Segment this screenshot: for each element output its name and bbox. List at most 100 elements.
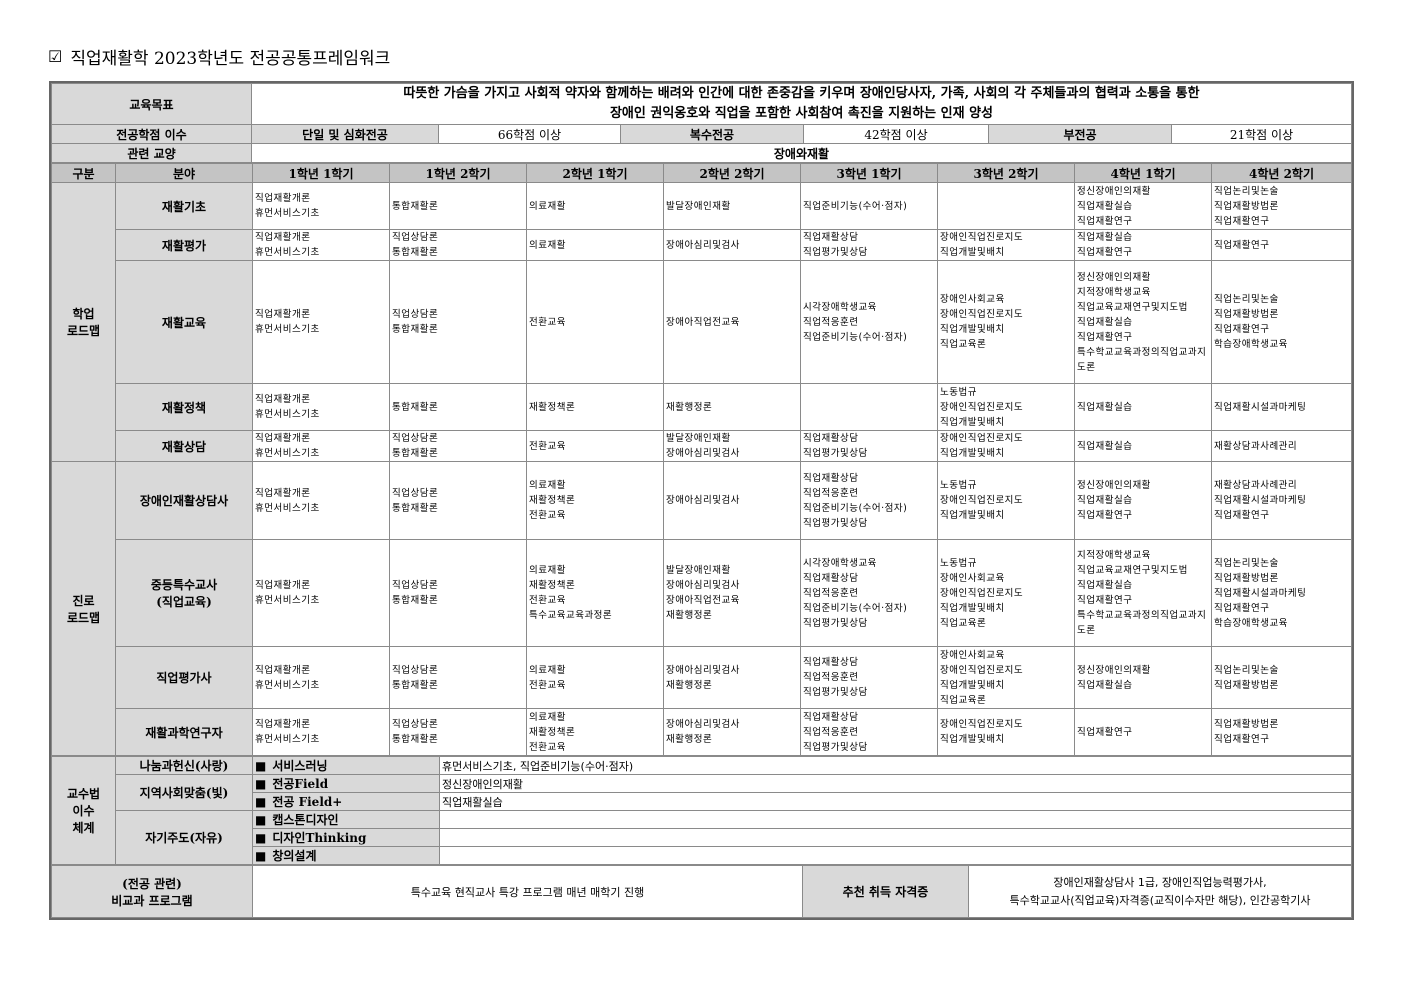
course-cell: 재활행정론 (663, 383, 801, 431)
bullet-square-icon: ■ (255, 849, 267, 863)
teaching-item-name: 디자인Thinking (272, 831, 367, 845)
cert-label: 추천 취득 자격증 (802, 865, 969, 918)
roadmap-row: 재활과학연구자 직업재활개론 휴먼서비스기초 직업상담론 통합재활론 의료재활 재활정… (52, 708, 1352, 756)
roadmap-table: 구분 분야 1학년 1학기 1학년 2학기 2학년 1학기 2학년 2학기 3학년 1학기 3… (51, 163, 1352, 756)
column-header: 1학년 1학기 (252, 163, 390, 183)
credit-value: 21학점 이상 (1171, 124, 1352, 144)
teaching-category: 나눔과헌신(사랑) (115, 756, 253, 775)
field-label: 재활교육 (115, 260, 253, 384)
teaching-item: ■ 서비스러닝 (252, 756, 440, 775)
course-cell: 장애아심리및검사 (663, 461, 801, 540)
course-cell: 직업재활개론 휴먼서비스기초 (252, 229, 390, 261)
course-cell: 직업재활개론 휴먼서비스기초 (252, 182, 390, 230)
course-cell: 재활상담과사례관리 (1211, 430, 1352, 462)
teaching-row: 지역사회맞춤(빛) ■ 전공Field 정신장애인의재활 (52, 774, 1352, 811)
teaching-item: ■ 디자인Thinking (252, 828, 440, 847)
course-cell: 직업재활시설과마케팅 (1211, 383, 1352, 431)
field-label: 직업평가사 (115, 646, 253, 709)
course-cell: 직업재활연구 (1211, 229, 1352, 261)
teaching-category: 자기주도(자유) (115, 810, 253, 865)
teaching-item-name: 전공Field (272, 777, 329, 791)
teaching-item: ■ 전공Field (252, 774, 440, 793)
course-cell: 의료재활 (526, 182, 664, 230)
course-cell: 재활정책론 (526, 383, 664, 431)
header-table: 교육목표 따뜻한 가슴을 가지고 사회적 약자와 함께하는 배려와 인간에 대한… (51, 83, 1352, 163)
course-cell: 장애인사회교육 장애인직업진로지도 직업개발및배치 직업교육론 (937, 260, 1075, 384)
bullet-square-icon: ■ (255, 777, 267, 791)
course-cell: 노동법규 장애인직업진로지도 직업개발및배치 (937, 383, 1075, 431)
teaching-item-name: 서비스러닝 (272, 759, 328, 773)
teaching-item: ■ 전공 Field+ (252, 792, 440, 811)
field-label: 재활과학연구자 (115, 708, 253, 756)
course-cell: 장애인직업진로지도 직업개발및배치 (937, 430, 1075, 462)
course-cell: 직업상담론 통합재활론 (389, 646, 527, 709)
course-cell: 의료재활 재활정책론 전환교육 (526, 461, 664, 540)
course-cell: 정신장애인의재활 직업재활실습 직업재활연구 (1074, 461, 1212, 540)
course-cell: 지적장애학생교육 직업교육교재연구및지도법 직업재활실습 직업재활연구 특수학교… (1074, 539, 1212, 647)
course-cell: 직업재활상담 직업적응훈련 직업준비기능(수어·점자) 직업평가및상담 (800, 461, 938, 540)
course-cell: 시각장애학생교육 직업재활상담 직업적응훈련 직업준비기능(수어·점자) 직업평… (800, 539, 938, 647)
framework-table: 교육목표 따뜻한 가슴을 가지고 사회적 약자와 함께하는 배려와 인간에 대한… (49, 81, 1354, 920)
course-cell: 의료재활 전환교육 (526, 646, 664, 709)
teaching-item-value: 휴먼서비스기초, 직업준비기능(수어·점자) (439, 756, 1352, 775)
column-header: 3학년 2학기 (937, 163, 1075, 183)
teaching-row: 자기주도(자유) ■ 캡스톤디자인 (52, 810, 1352, 865)
teaching-row: 교수법 이수 체계 나눔과헌신(사랑) ■ 서비스러닝 휴먼서비스기초, 직업준비기능(… (51, 756, 1352, 865)
roadmap-row: 직업평가사 직업재활개론 휴먼서비스기초 직업상담론 통합재활론 의료재활 전환교육 장… (52, 646, 1352, 709)
course-cell: 장애아심리및검사 재활행정론 (663, 646, 801, 709)
teaching-category: 지역사회맞춤(빛) (115, 774, 253, 811)
course-cell: 직업재활개론 휴먼서비스기초 (252, 646, 390, 709)
course-cell: 직업상담론 통합재활론 (389, 539, 527, 647)
course-cell: 정신장애인의재활 직업재활실습 직업재활연구 (1074, 182, 1212, 230)
course-cell: 직업재활실습 (1074, 430, 1212, 462)
bullet-square-icon: ■ (255, 759, 267, 773)
teaching-row: ■ 전공 Field+ 직업재활실습 (52, 792, 1352, 811)
teaching-item: ■ 창의설계 (252, 846, 440, 865)
course-cell: 직업재활개론 휴먼서비스기초 (252, 539, 390, 647)
course-cell: 직업상담론 통합재활론 (389, 461, 527, 540)
page-title-text: 직업재활학 2023학년도 전공공통프레임워크 (70, 49, 391, 69)
teaching-item-value (439, 828, 1352, 847)
course-cell: 직업재활개론 휴먼서비스기초 (252, 708, 390, 756)
field-label: 중등특수교사 (직업교육) (115, 539, 253, 647)
course-cell: 발달장애인재활 장애아심리및검사 장애아직업전교육 재활행정론 (663, 539, 801, 647)
teaching-row: ■ 창의설계 (52, 846, 1352, 865)
course-cell: 직업재활실습 (1074, 383, 1212, 431)
course-cell: 장애아심리및검사 (663, 229, 801, 261)
course-cell: 전환교육 (526, 260, 664, 384)
credit-type: 복수전공 (620, 124, 804, 144)
course-cell: 발달장애인재활 (663, 182, 801, 230)
course-cell: 의료재활 재활정책론 전환교육 특수교육교육과정론 (526, 539, 664, 647)
roadmap-row: 재활상담 직업재활개론 휴먼서비스기초 직업상담론 통합재활론 전환교육 발달장애인재활… (52, 430, 1352, 462)
bullet-square-icon: ■ (255, 813, 267, 827)
teaching-label: 교수법 이수 체계 (51, 756, 116, 865)
teaching-item-value (439, 810, 1352, 829)
course-cell: 의료재활 (526, 229, 664, 261)
course-cell: 직업논리및논술 직업재활방법론 직업재활연구 학습장애학생교육 (1211, 260, 1352, 384)
extra-label: (전공 관련) 비교과 프로그램 (51, 865, 253, 918)
column-header: 4학년 2학기 (1211, 163, 1352, 183)
course-cell: 직업재활개론 휴먼서비스기초 (252, 461, 390, 540)
teaching-item-value: 직업재활실습 (439, 792, 1352, 811)
roadmap-row: 중등특수교사 (직업교육) 직업재활개론 휴먼서비스기초 직업상담론 통합재활론 의료… (52, 539, 1352, 647)
course-cell: 직업재활개론 휴먼서비스기초 (252, 260, 390, 384)
course-cell: 직업재활상담 직업적응훈련 직업평가및상담 (800, 708, 938, 756)
goal-text: 따뜻한 가슴을 가지고 사회적 약자와 함께하는 배려와 인간에 대한 존중감을… (251, 83, 1352, 125)
course-cell: 전환교육 (526, 430, 664, 462)
course-cell: 직업재활방법론 직업재활연구 (1211, 708, 1352, 756)
field-label: 장애인재활상담사 (115, 461, 253, 540)
goal-label: 교육목표 (51, 83, 252, 125)
credit-type: 부전공 (988, 124, 1172, 144)
column-header: 구분 (51, 163, 116, 183)
liberal-label: 관련 교양 (51, 143, 252, 163)
group-label: 학업 로드맵 (51, 182, 116, 462)
teaching-item-value (439, 846, 1352, 865)
course-cell: 직업재활개론 휴먼서비스기초 (252, 430, 390, 462)
roadmap-row: 학업 로드맵 재활기초 직업재활개론 휴먼서비스기초 통합재활론 의료재활 발달장애인재활… (51, 182, 1352, 462)
teaching-item-name: 캡스톤디자인 (272, 813, 339, 827)
course-cell: 시각장애학생교육 직업적응훈련 직업준비기능(수어·점자) (800, 260, 938, 384)
credit-value: 66학점 이상 (438, 124, 621, 144)
course-cell: 직업상담론 통합재활론 (389, 430, 527, 462)
course-cell: 통합재활론 (389, 383, 527, 431)
course-cell: 직업논리및논술 직업재활방법론 직업재활연구 (1211, 182, 1352, 230)
